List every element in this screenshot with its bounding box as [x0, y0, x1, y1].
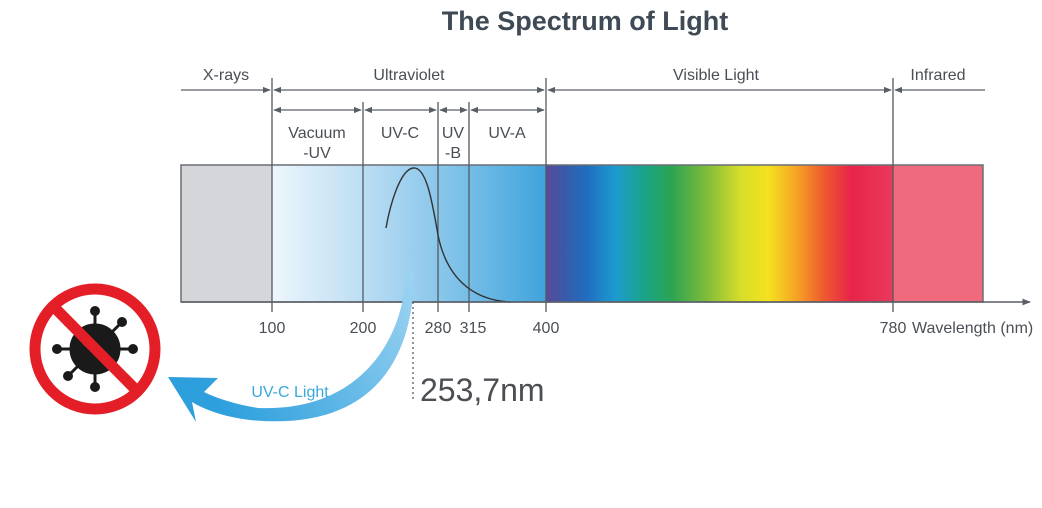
no-virus-icon: [29, 283, 161, 415]
uvc-absorption-curve: [385, 167, 511, 303]
prohibition-icon: [29, 283, 161, 415]
tick-100: 100: [259, 320, 286, 337]
tick-315: 315: [460, 320, 487, 337]
uvc-light-label: UV-C Light: [251, 384, 329, 401]
region-dividers: [271, 78, 894, 312]
region-label-ultraviolet: Ultraviolet: [373, 67, 445, 84]
region-arrows: [181, 86, 985, 114]
tick-400: 400: [533, 320, 560, 337]
page-title: The Spectrum of Light: [442, 6, 729, 36]
uvc-light-arrow: [168, 272, 414, 422]
band-label-uvb-line1: UV: [442, 125, 465, 142]
band-label-vacuum-uv-line2: -UV: [303, 145, 331, 162]
tick-780: 780: [880, 320, 907, 337]
xray-band: [181, 165, 272, 302]
spectrum-bar: [180, 164, 984, 303]
region-label-infrared: Infrared: [910, 67, 965, 84]
band-label-uva: UV-A: [488, 125, 526, 142]
visible-band: [546, 165, 893, 302]
region-label-xrays: X-rays: [203, 67, 249, 84]
band-label-vacuum-uv-line1: Vacuum: [288, 125, 346, 142]
tick-200: 200: [350, 320, 377, 337]
band-label-uvc: UV-C: [381, 125, 419, 142]
tick-280: 280: [425, 320, 452, 337]
peak-wavelength-label: 253,7nm: [420, 372, 545, 408]
axis-label: Wavelength (nm): [912, 320, 1033, 337]
infrared-band: [893, 165, 983, 302]
band-label-uvb-line2: -B: [445, 145, 461, 162]
region-label-visible: Visible Light: [673, 67, 760, 84]
